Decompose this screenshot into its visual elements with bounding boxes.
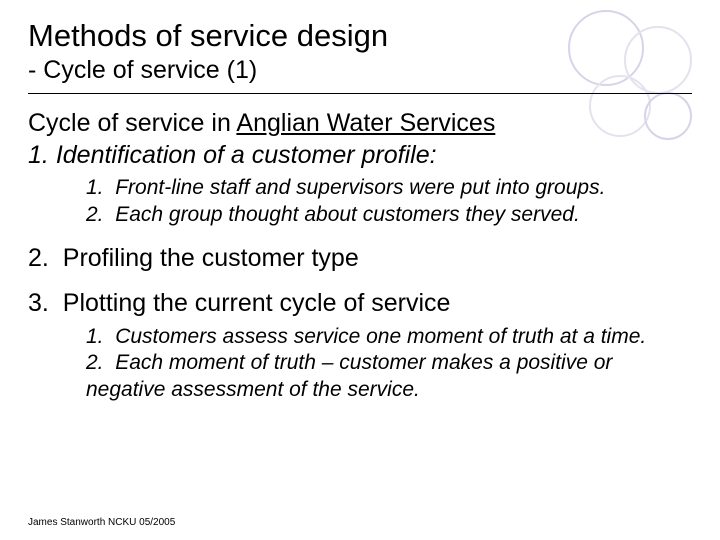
slide-content: Methods of service design - Cycle of ser…	[0, 0, 720, 420]
item-1-sub-1-num: 1.	[86, 176, 104, 199]
title-divider	[28, 93, 692, 94]
item-1-text: Identification of a customer profile:	[56, 141, 437, 169]
item-2: 2. Profiling the customer type	[28, 243, 692, 274]
slide-footer: James Stanworth NCKU 05/2005	[28, 517, 175, 528]
item-1-sub-2: 2. Each group thought about customers th…	[86, 202, 692, 229]
item-1-sub-1: 1. Front-line staff and supervisors were…	[86, 175, 692, 202]
slide-subtitle: - Cycle of service (1)	[28, 56, 692, 85]
item-3-text: Plotting the current cycle of service	[63, 289, 451, 317]
item-1-num: 1.	[28, 141, 49, 169]
item-3-num: 3.	[28, 289, 49, 317]
item-1-sub-2-num: 2.	[86, 203, 104, 226]
slide-title: Methods of service design	[28, 18, 692, 54]
item-3-sub-1-num: 1.	[86, 325, 104, 348]
item-3-sub-2-text: Each moment of truth – customer makes a …	[86, 351, 612, 401]
item-1-sub-2-text: Each group thought about customers they …	[115, 203, 580, 226]
item-2-text: Profiling the customer type	[63, 244, 359, 272]
intro-prefix: Cycle of service in	[28, 109, 236, 137]
intro-link[interactable]: Anglian Water Services	[236, 109, 495, 137]
item-3-sub-2-num: 2.	[86, 351, 104, 374]
item-2-num: 2.	[28, 244, 49, 272]
item-1: 1. Identification of a customer profile:	[28, 140, 692, 171]
item-1-sublist: 1. Front-line staff and supervisors were…	[86, 175, 692, 229]
item-3-sub-1: 1. Customers assess service one moment o…	[86, 324, 692, 351]
intro-line: Cycle of service in Anglian Water Servic…	[28, 108, 692, 138]
item-3-sub-1-text: Customers assess service one moment of t…	[115, 325, 646, 348]
item-1-sub-1-text: Front-line staff and supervisors were pu…	[115, 176, 605, 199]
item-3: 3. Plotting the current cycle of service	[28, 288, 692, 319]
item-3-sub-2: 2. Each moment of truth – customer makes…	[86, 350, 692, 404]
item-3-sublist: 1. Customers assess service one moment o…	[86, 324, 692, 405]
